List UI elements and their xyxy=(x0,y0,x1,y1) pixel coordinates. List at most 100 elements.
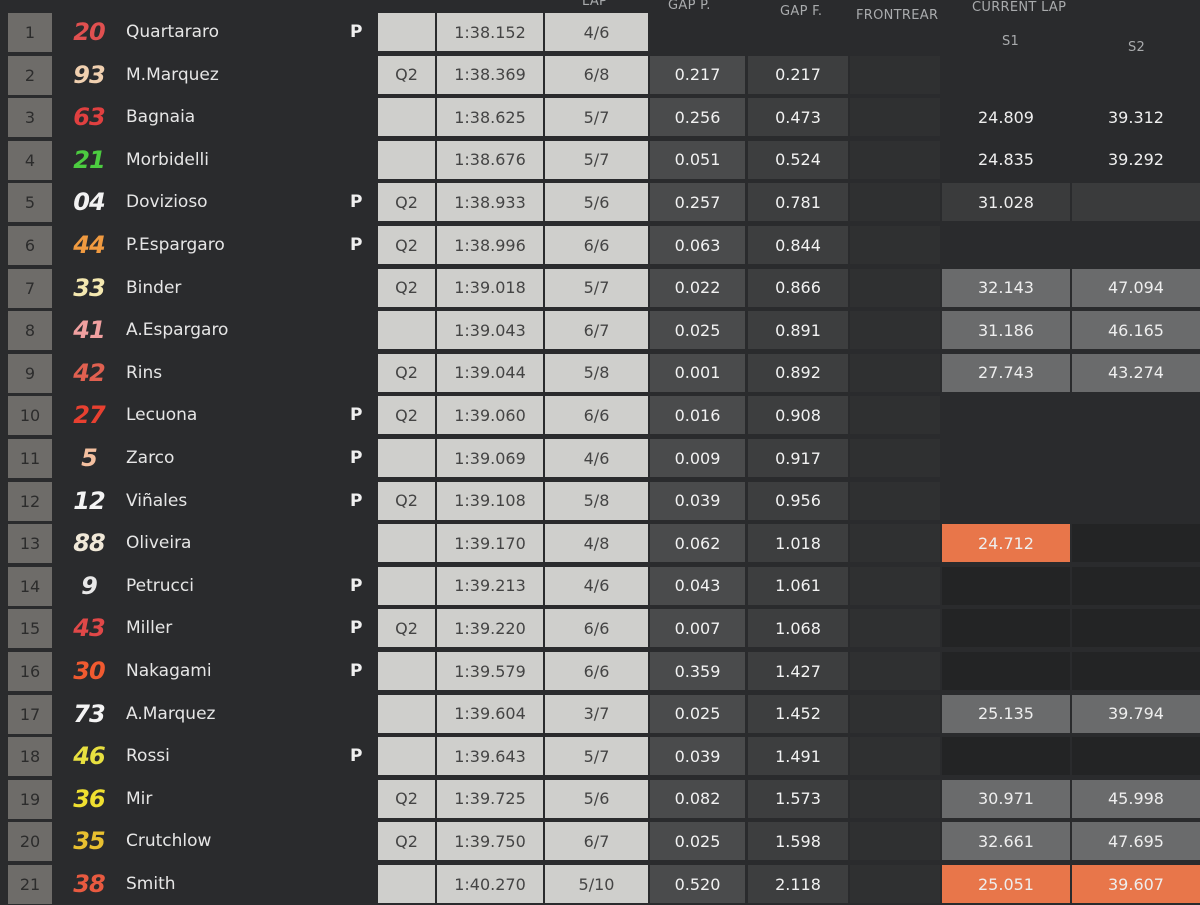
position: 6 xyxy=(8,226,52,265)
frontrear-cell xyxy=(850,439,940,477)
table-row[interactable]: 19 36 Mir Q2 1:39.725 5/6 0.082 1.573 30… xyxy=(0,779,1200,820)
position: 9 xyxy=(8,353,52,393)
position: 3 xyxy=(8,98,52,138)
s1-cell: 30.971 xyxy=(942,779,1070,818)
rider-number-badge: 5 xyxy=(81,444,98,472)
rider-number-badge: 42 xyxy=(73,358,105,387)
frontrear-cell xyxy=(850,183,940,222)
lap-cell: 5/6 xyxy=(545,183,648,222)
s2-cell xyxy=(1072,609,1200,648)
gap-p-cell: 0.025 xyxy=(650,694,745,733)
s1-cell xyxy=(942,566,1070,605)
gap-p-cell: 0.520 xyxy=(650,865,745,903)
rider-number-badge: 04 xyxy=(73,188,105,217)
s1-cell xyxy=(942,226,1070,264)
table-row[interactable]: 11 5 Zarco P 1:39.069 4/6 0.009 0.917 xyxy=(0,438,1200,479)
frontrear-cell xyxy=(850,98,940,137)
table-row[interactable]: 2 93 M.Marquez Q2 1:38.369 6/8 0.217 0.2… xyxy=(0,55,1200,96)
s1-cell: 31.028 xyxy=(942,183,1070,222)
rider-name: A.Espargaro xyxy=(126,320,229,341)
table-row[interactable]: 15 43 Miller P Q2 1:39.220 6/6 0.007 1.0… xyxy=(0,608,1200,649)
table-row[interactable]: 7 33 Binder Q2 1:39.018 5/7 0.022 0.866 … xyxy=(0,268,1200,309)
position: 21 xyxy=(8,865,52,904)
gap-f-cell: 1.061 xyxy=(748,566,848,605)
table-row[interactable]: 8 41 A.Espargaro 1:39.043 6/7 0.025 0.89… xyxy=(0,310,1200,351)
s2-cell xyxy=(1072,482,1200,520)
table-row[interactable]: 4 21 Morbidelli 1:38.676 5/7 0.051 0.524… xyxy=(0,140,1200,181)
header-frontrear: FRONTREAR xyxy=(856,8,939,23)
frontrear-cell xyxy=(850,652,940,690)
gap-p-cell: 0.082 xyxy=(650,779,745,818)
gap-p-cell: 0.025 xyxy=(650,311,745,350)
table-row[interactable]: 21 38 Smith 1:40.270 5/10 0.520 2.118 25… xyxy=(0,864,1200,905)
table-row[interactable]: 16 30 Nakagami P 1:39.579 6/6 0.359 1.42… xyxy=(0,651,1200,692)
table-row[interactable]: 1 20 Quartararo P 1:38.152 4/6 xyxy=(0,12,1200,53)
best-time-cell: 1:38.369 xyxy=(437,55,543,94)
position: 7 xyxy=(8,268,52,308)
s2-cell: 39.312 xyxy=(1108,107,1164,127)
position: 17 xyxy=(8,694,52,734)
q2-cell xyxy=(378,140,435,179)
gap-p-cell: 0.257 xyxy=(650,183,745,222)
pit-indicator: P xyxy=(350,490,363,511)
rider-name: Rins xyxy=(126,362,163,383)
table-row[interactable]: 5 04 Dovizioso P Q2 1:38.933 5/6 0.257 0… xyxy=(0,182,1200,223)
q2-cell xyxy=(378,865,435,903)
q2-cell xyxy=(378,524,435,563)
table-row[interactable]: 6 44 P.Espargaro P Q2 1:38.996 6/6 0.063… xyxy=(0,225,1200,266)
s1-cell xyxy=(942,482,1070,520)
gap-p-cell: 0.359 xyxy=(650,652,745,690)
frontrear-cell xyxy=(850,55,940,94)
header-gap-p: GAP P. xyxy=(668,0,711,13)
best-time-cell: 1:39.043 xyxy=(437,311,543,350)
gap-f-cell: 1.068 xyxy=(748,609,848,648)
best-time-cell: 1:38.676 xyxy=(437,140,543,179)
table-row[interactable]: 18 46 Rossi P 1:39.643 5/7 0.039 1.491 xyxy=(0,736,1200,777)
gap-p-cell: 0.063 xyxy=(650,226,745,264)
gap-f-cell: 0.891 xyxy=(748,311,848,350)
lap-cell: 4/6 xyxy=(545,13,648,51)
rider-name: Crutchlow xyxy=(126,831,212,852)
frontrear-cell xyxy=(850,140,940,179)
table-row[interactable]: 14 9 Petrucci P 1:39.213 4/6 0.043 1.061 xyxy=(0,566,1200,607)
q2-cell xyxy=(378,439,435,477)
s1-cell xyxy=(942,737,1070,776)
header-current-lap: CURRENT LAP xyxy=(972,0,1067,15)
s2-cell xyxy=(1072,652,1200,690)
best-time-cell: 1:39.579 xyxy=(437,652,543,690)
s1-cell xyxy=(942,439,1070,477)
s2-cell xyxy=(1072,226,1200,264)
lap-cell: 6/6 xyxy=(545,396,648,435)
pit-indicator: P xyxy=(350,235,363,255)
lap-cell: 6/7 xyxy=(545,311,648,350)
lap-cell: 3/7 xyxy=(545,694,648,733)
gap-f-cell: 0.908 xyxy=(748,396,848,435)
pit-indicator: P xyxy=(350,22,363,42)
table-row[interactable]: 12 12 Viñales P Q2 1:39.108 5/8 0.039 0.… xyxy=(0,481,1200,522)
table-row[interactable]: 17 73 A.Marquez 1:39.604 3/7 0.025 1.452… xyxy=(0,694,1200,735)
rider-name: P.Espargaro xyxy=(126,235,225,255)
table-row[interactable]: 9 42 Rins Q2 1:39.044 5/8 0.001 0.892 27… xyxy=(0,353,1200,394)
table-row[interactable]: 10 27 Lecuona P Q2 1:39.060 6/6 0.016 0.… xyxy=(0,395,1200,436)
s1-cell xyxy=(942,13,1070,51)
gap-f-cell: 0.956 xyxy=(748,481,848,520)
table-row[interactable]: 13 88 Oliveira 1:39.170 4/8 0.062 1.018 … xyxy=(0,523,1200,564)
gap-f-cell: 0.892 xyxy=(748,353,848,392)
gap-p-cell: 0.025 xyxy=(650,822,745,861)
s1-cell: 25.051 xyxy=(942,865,1070,903)
frontrear-cell xyxy=(850,822,940,861)
rider-number-badge: 20 xyxy=(73,18,105,46)
best-time-cell: 1:39.069 xyxy=(437,439,543,477)
table-row[interactable]: 3 63 Bagnaia 1:38.625 5/7 0.256 0.473 24… xyxy=(0,97,1200,138)
gap-p-cell: 0.062 xyxy=(650,524,745,563)
gap-f-cell: 1.427 xyxy=(748,652,848,690)
gap-p-cell: 0.256 xyxy=(650,98,745,137)
best-time-cell: 1:39.220 xyxy=(437,609,543,648)
rider-name: Bagnaia xyxy=(126,107,196,128)
position: 18 xyxy=(8,737,52,777)
table-row[interactable]: 20 35 Crutchlow Q2 1:39.750 6/7 0.025 1.… xyxy=(0,821,1200,862)
s1-cell: 32.661 xyxy=(942,822,1070,861)
s1-cell xyxy=(942,396,1070,434)
frontrear-cell xyxy=(850,396,940,435)
best-time-cell: 1:39.060 xyxy=(437,396,543,435)
